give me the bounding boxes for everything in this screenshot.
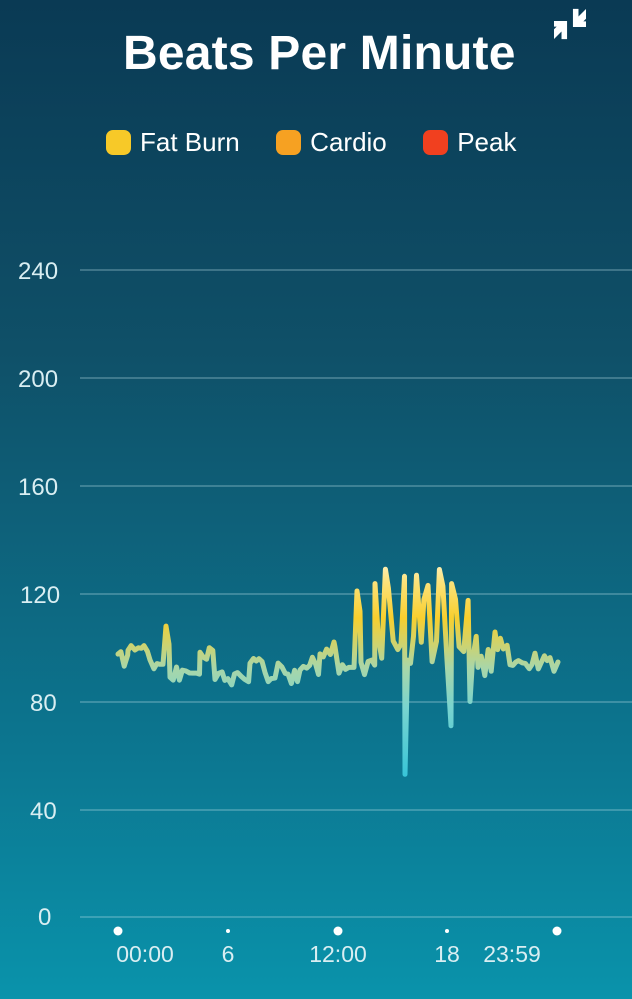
svg-text:23:59: 23:59 bbox=[483, 941, 541, 967]
svg-text:160: 160 bbox=[18, 474, 58, 501]
svg-text:6: 6 bbox=[222, 941, 235, 967]
svg-text:12:00: 12:00 bbox=[309, 941, 367, 967]
svg-text:200: 200 bbox=[18, 366, 58, 393]
svg-text:240: 240 bbox=[18, 258, 58, 285]
svg-text:40: 40 bbox=[30, 798, 57, 825]
svg-text:120: 120 bbox=[20, 582, 60, 609]
svg-text:80: 80 bbox=[30, 690, 57, 717]
svg-text:0: 0 bbox=[38, 904, 51, 931]
svg-text:18: 18 bbox=[434, 941, 460, 967]
svg-text:00:00: 00:00 bbox=[116, 941, 174, 967]
